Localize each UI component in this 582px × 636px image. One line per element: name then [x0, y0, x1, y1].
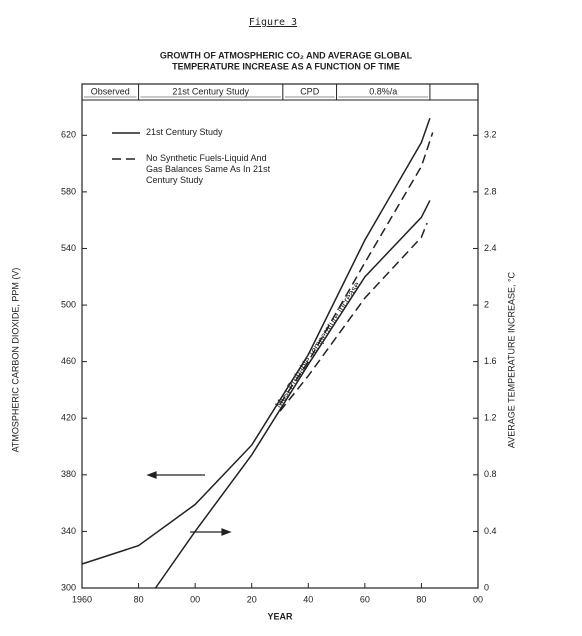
y-tick-label: 540	[61, 243, 76, 253]
x-tick-label: 20	[247, 594, 257, 604]
line	[279, 222, 428, 412]
x-tick-label: 60	[360, 594, 370, 604]
y-tick-label: 380	[61, 469, 76, 479]
y-tick-label: 340	[61, 526, 76, 536]
x-tick-label: 00	[473, 594, 483, 604]
period-label: Observed	[91, 86, 130, 96]
period-label: CPD	[300, 86, 320, 96]
y2-tick-label: 0	[484, 582, 489, 592]
x-tick-label: 40	[303, 594, 313, 604]
chart-title: TEMPERATURE INCREASE AS A FUNCTION OF TI…	[172, 61, 400, 71]
arrowhead	[221, 528, 232, 536]
y2-tick-label: 1.6	[484, 356, 497, 366]
legend-entry: 21st Century Study	[146, 127, 223, 137]
line	[154, 200, 431, 589]
arrowhead	[146, 471, 157, 479]
line	[279, 132, 434, 405]
figure-label: Figure 3	[249, 17, 297, 28]
y-tick-label: 420	[61, 413, 76, 423]
chart-title: GROWTH OF ATMOSPHERIC CO₂ AND AVERAGE GL…	[160, 50, 413, 60]
x-tick-label: 80	[416, 594, 426, 604]
y2-tick-label: 2.4	[484, 243, 497, 253]
y-axis-label: ATMOSPHERIC CARBON DIOXIDE, PPM (V)	[10, 268, 20, 453]
arrows	[146, 471, 232, 536]
y2-tick-label: 2	[484, 299, 489, 309]
y2-axis-label: AVERAGE TEMPERATURE INCREASE, °C	[506, 271, 516, 448]
y-tick-label: 620	[61, 130, 76, 140]
y2-tick-label: 0.4	[484, 526, 497, 536]
x-tick-label: 00	[190, 594, 200, 604]
period-label: 0.8%/a	[369, 86, 397, 96]
x-tick-label: 1960	[72, 594, 92, 604]
line	[81, 118, 431, 565]
y2-tick-label: 1.2	[484, 413, 497, 423]
y2-tick-label: 3.2	[484, 130, 497, 140]
y2-tick-label: 2.8	[484, 186, 497, 196]
y-tick-label: 580	[61, 186, 76, 196]
y-tick-label: 300	[61, 582, 76, 592]
period-label: 21st Century Study	[172, 86, 249, 96]
legend-entry: No Synthetic Fuels-Liquid And Gas Balanc…	[146, 153, 271, 185]
x-tick-label: 80	[134, 594, 144, 604]
x-axis-label: YEAR	[267, 611, 293, 621]
y2-tick-label: 0.8	[484, 469, 497, 479]
y-tick-label: 460	[61, 356, 76, 366]
plot-frame	[81, 83, 479, 589]
y-tick-label: 500	[61, 299, 76, 309]
